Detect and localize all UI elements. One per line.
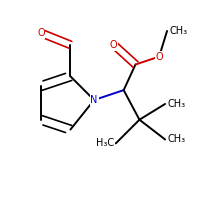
Text: CH₃: CH₃ [167, 99, 185, 109]
Text: O: O [110, 40, 118, 50]
Text: O: O [37, 28, 45, 38]
Text: CH₃: CH₃ [169, 26, 187, 36]
Text: N: N [90, 95, 98, 105]
Text: O: O [155, 52, 163, 62]
Text: CH₃: CH₃ [167, 134, 185, 144]
Text: H₃C: H₃C [96, 138, 114, 148]
